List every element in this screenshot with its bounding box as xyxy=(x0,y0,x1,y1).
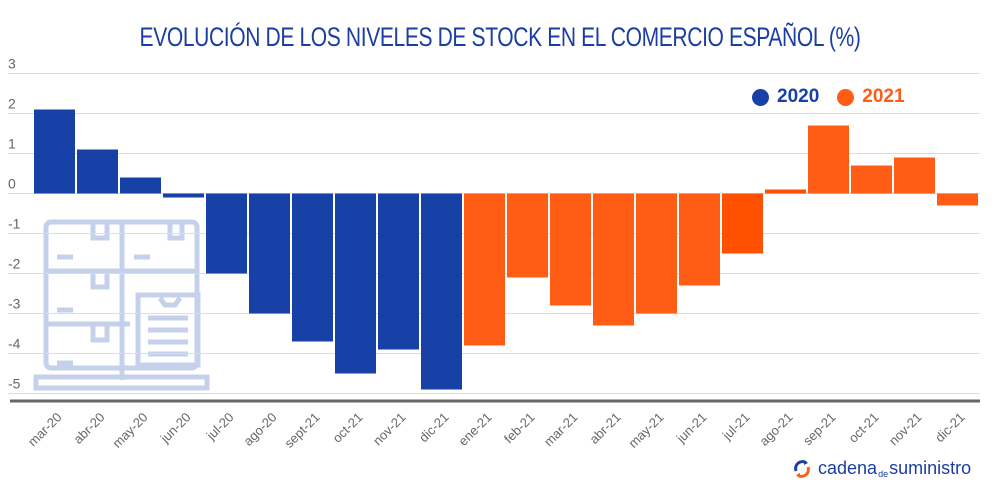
x-tick-label: dic-21 xyxy=(932,410,968,446)
x-tick-label: jun-20 xyxy=(157,410,194,447)
y-tick-label: -3 xyxy=(8,296,21,312)
x-tick-label: mar-20 xyxy=(25,410,65,450)
y-tick-label: -5 xyxy=(8,376,21,392)
brand-logo: cadenadesuministro xyxy=(792,458,971,479)
x-tick-label: abr-21 xyxy=(586,410,623,447)
bar-may-20 xyxy=(120,177,161,194)
x-tick-label: jul-20 xyxy=(203,410,237,444)
bar-ago-20 xyxy=(249,193,290,314)
bar-nov-21 xyxy=(894,157,935,194)
y-tick-label: -2 xyxy=(8,256,21,272)
y-tick-label: 2 xyxy=(8,96,16,112)
legend-label-2020: 2020 xyxy=(777,86,820,107)
x-tick-label: nov-21 xyxy=(370,410,409,449)
bar-mar-21 xyxy=(550,193,591,306)
x-tick-label: oct-21 xyxy=(329,410,365,446)
bar-abr-20 xyxy=(77,149,118,194)
legend-item-2021: 2021 xyxy=(837,86,905,108)
x-tick-label: may-21 xyxy=(625,410,666,451)
bar-oct-21 xyxy=(335,193,376,374)
x-tick-label: oct-21 xyxy=(845,410,881,446)
bar-dic-21 xyxy=(937,193,978,206)
bar-sept-21 xyxy=(292,193,333,342)
bar-jul-20 xyxy=(206,193,247,274)
x-tick-label: abr-20 xyxy=(70,410,107,447)
legend-item-2020: 2020 xyxy=(752,86,819,108)
bar-jul-21 xyxy=(722,193,763,254)
chart-legend: 2020 2021 xyxy=(752,86,915,108)
bar-oct-21 xyxy=(851,165,892,194)
y-tick-label: 0 xyxy=(8,176,16,192)
refresh-cycle-icon xyxy=(794,459,810,478)
y-tick-label: -4 xyxy=(8,336,21,352)
x-tick-label: ago-20 xyxy=(240,410,279,449)
x-tick-label: may-20 xyxy=(109,410,150,451)
legend-dot-2020 xyxy=(752,88,769,106)
bar-mar-20 xyxy=(34,109,75,194)
bar-feb-21 xyxy=(507,193,548,278)
legend-label-2021: 2021 xyxy=(862,86,905,107)
bar-jun-20 xyxy=(163,193,204,198)
bar-nov-21 xyxy=(378,193,419,350)
bar-jun-21 xyxy=(679,193,720,286)
logo-text-cadena: cadena xyxy=(818,458,878,478)
x-tick-label: jun-21 xyxy=(673,410,710,447)
x-tick-label: sept-21 xyxy=(281,410,322,451)
warehouse-boxes-clipboard-icon xyxy=(33,219,210,391)
y-tick-label: -1 xyxy=(8,216,21,232)
chart-title: EVOLUCIÓN DE LOS NIVELES DE STOCK EN EL … xyxy=(139,22,861,52)
x-tick-label: mar-21 xyxy=(541,410,581,450)
bar-may-21 xyxy=(636,193,677,314)
bar-sep-21 xyxy=(808,125,849,194)
bar-ago-21 xyxy=(765,189,806,194)
x-tick-label: ago-21 xyxy=(756,410,795,449)
bar-abr-21 xyxy=(593,193,634,326)
legend-dot-2021 xyxy=(837,88,855,106)
x-tick-label: feb-21 xyxy=(501,410,538,447)
bar-dic-21 xyxy=(421,193,462,390)
x-tick-label: sep-21 xyxy=(800,410,839,449)
x-tick-label: nov-21 xyxy=(886,410,925,449)
logo-text-de: de xyxy=(878,469,889,479)
x-tick-label: ene-21 xyxy=(455,410,494,449)
bar-ene-21 xyxy=(464,193,505,346)
x-tick-label: dic-21 xyxy=(416,410,452,446)
x-tick-label: jul-21 xyxy=(719,410,753,444)
y-tick-label: 1 xyxy=(8,136,16,152)
logo-text-suministro: suministro xyxy=(889,458,972,478)
y-tick-label: 3 xyxy=(8,56,16,72)
